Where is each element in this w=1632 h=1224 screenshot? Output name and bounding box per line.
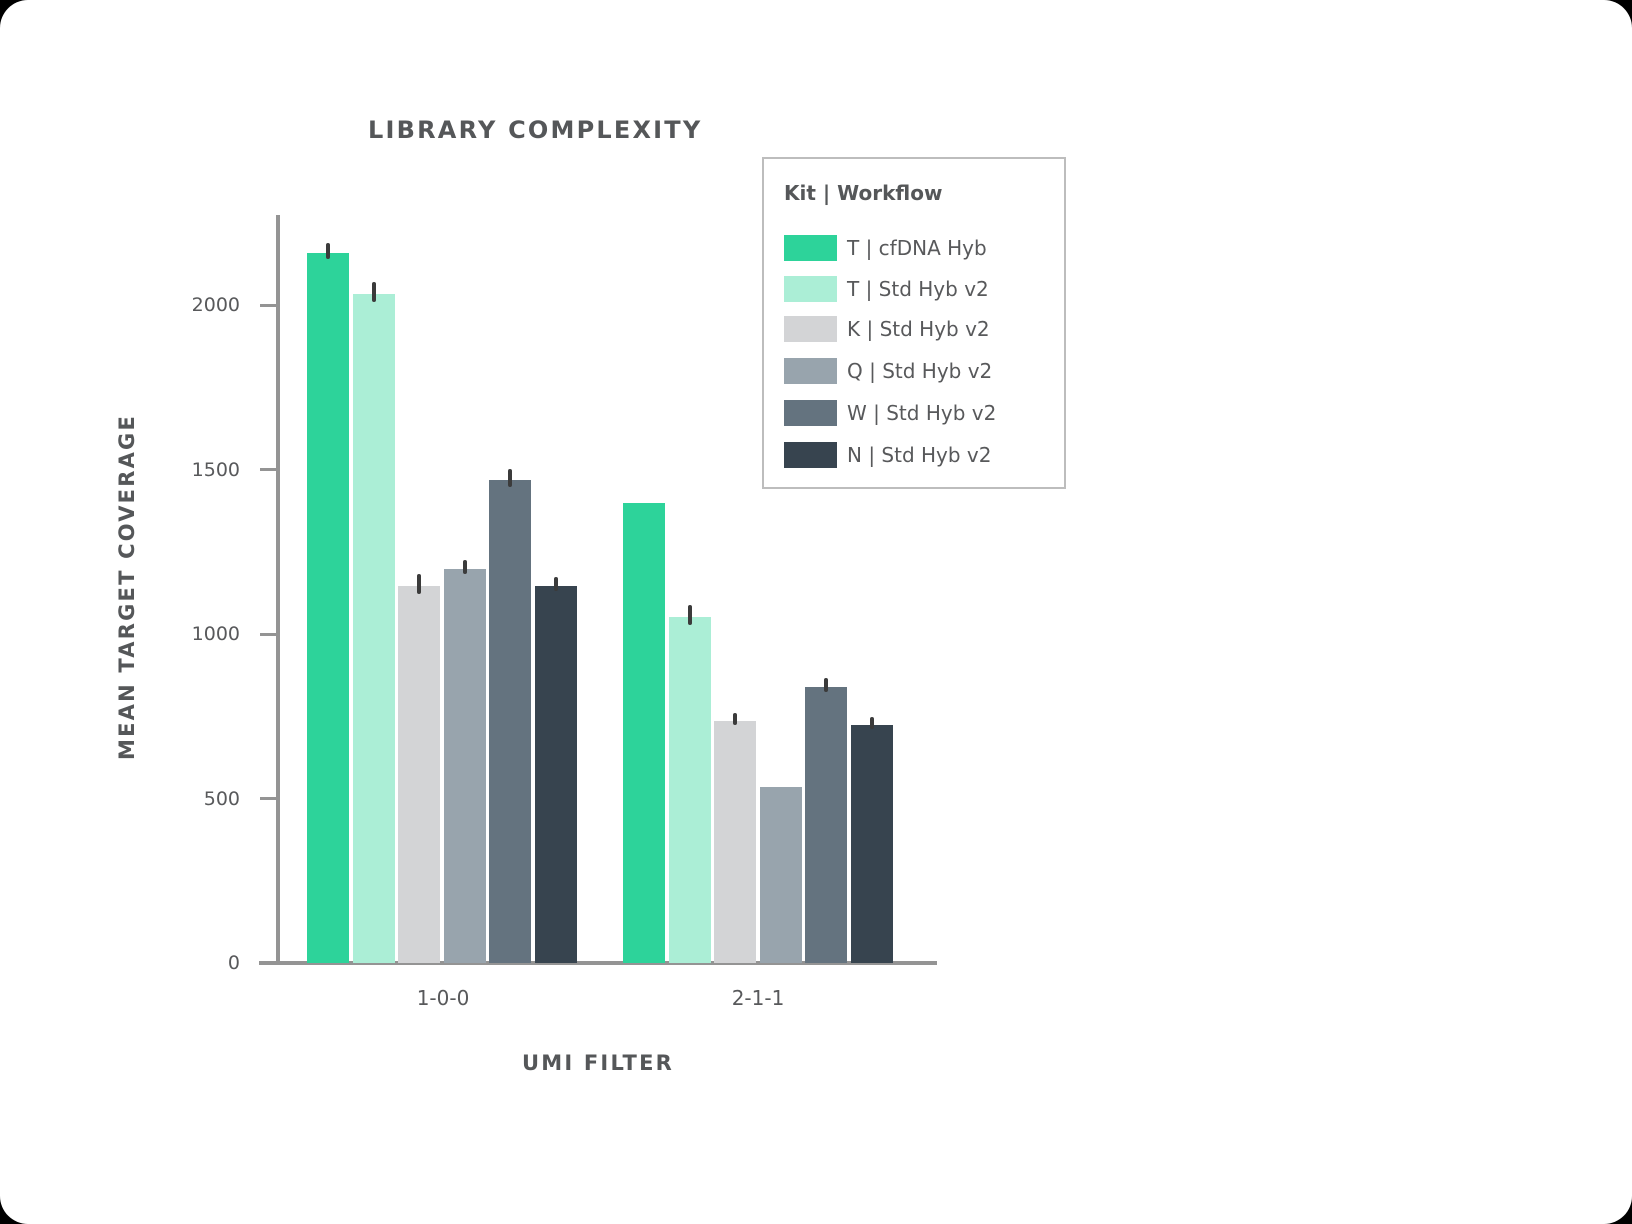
legend-swatch [784,316,837,342]
bar [714,720,757,963]
error-bar [417,573,422,595]
bar [307,253,349,963]
legend-label: K | Std Hyb v2 [847,317,990,341]
error-bar [687,604,692,626]
y-tick-mark [260,468,278,471]
y-tick-label: 1000 [191,623,240,645]
x-axis-label: UMI FILTER [522,1051,674,1075]
legend-swatch [784,358,837,384]
legend-swatch [784,400,837,426]
bar [759,786,802,963]
y-tick-mark [260,303,278,307]
y-tick-mark [260,797,278,800]
legend-label: Q | Std Hyb v2 [847,359,993,383]
y-tick-label: 500 [203,787,240,810]
bar [489,480,532,963]
error-bar [462,559,467,574]
legend-item: T | Std Hyb v2 [784,276,989,302]
error-bar [824,678,829,692]
y-tick-label: 2000 [191,294,240,316]
legend-title: Kit | Workflow [784,181,943,205]
y-tick-mark [260,632,278,636]
legend-item: K | Std Hyb v2 [784,316,990,342]
category-label-2-1-1: 2-1-1 [731,986,785,1010]
y-axis-label: MEAN TARGET COVERAGE [115,413,139,761]
legend-item: W | Std Hyb v2 [784,400,996,426]
legend-swatch [784,442,837,468]
error-bar [371,282,376,303]
x-axis-line [259,961,937,965]
legend-swatch [784,235,837,261]
error-bar [508,469,513,487]
legend-item: N | Std Hyb v2 [784,442,992,468]
legend-swatch [784,276,837,302]
error-bar [733,712,738,725]
legend-label: T | Std Hyb v2 [847,277,989,301]
y-tick-mark [260,961,278,965]
error-bar [554,577,558,591]
bar [398,585,441,963]
error-bar [870,717,874,730]
category-label-1-0-0: 1-0-0 [416,986,470,1010]
legend-item: Q | Std Hyb v2 [784,358,992,384]
bar [352,294,395,963]
bar [535,585,577,963]
bar [851,725,893,963]
legend-label: T | cfDNA Hyb [847,236,987,260]
y-tick-label: 0 [227,952,240,974]
legend-label: W | Std Hyb v2 [847,401,997,425]
y-axis-line [276,215,280,965]
legend-label: N | Std Hyb v2 [847,443,992,467]
legend: Kit | Workflow T | cfDNA Hyb T | Std Hyb … [762,157,1066,489]
y-tick-label: 1500 [191,458,240,481]
bar [668,616,711,963]
bar [623,503,665,963]
chart-title: LIBRARY COMPLEXITY [368,116,703,144]
bar [805,686,848,963]
legend-item: T | cfDNA Hyb [784,235,987,261]
bar [443,568,486,963]
error-bar [326,243,330,259]
